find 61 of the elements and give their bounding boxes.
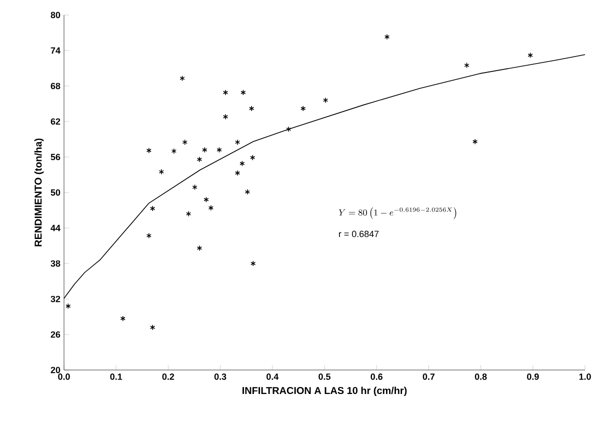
- point: [150, 206, 156, 212]
- point: [202, 147, 208, 153]
- point: [234, 139, 240, 146]
- x-tick-label: 0.8: [474, 374, 487, 380]
- point: [158, 168, 164, 175]
- point: [186, 210, 192, 217]
- x-tick-label: 0.7: [422, 374, 435, 380]
- y-axis-title: RENDIMIENTO (ton/ha): [34, 138, 44, 246]
- point: [249, 106, 254, 112]
- point: [244, 189, 250, 195]
- point: [146, 232, 152, 239]
- y-tick-label: 50: [50, 189, 60, 196]
- annotation: r = 0.6847: [339, 230, 379, 238]
- point: [472, 138, 478, 145]
- x-tick-label: 0.3: [214, 374, 226, 380]
- x-tick-label: 0.5: [318, 374, 330, 380]
- y-tick-label: 56: [50, 154, 60, 160]
- point: [204, 196, 209, 202]
- point: [240, 90, 246, 96]
- point: [250, 260, 256, 266]
- y-tick-label: 62: [50, 118, 60, 125]
- x-tick-label: 0.6: [370, 374, 383, 380]
- y-tick-label: 74: [50, 47, 60, 54]
- x-tick-label: 1.0: [579, 374, 591, 380]
- point: [180, 75, 185, 82]
- point: [66, 303, 71, 309]
- y-tick-label: 32: [50, 296, 60, 302]
- y-tick-label: 38: [50, 260, 60, 267]
- point: [150, 324, 156, 330]
- point: [322, 97, 328, 104]
- point: [196, 245, 202, 252]
- x-tick-label: 0.2: [162, 374, 174, 380]
- point: [208, 204, 214, 211]
- point: [222, 114, 228, 120]
- point: [528, 52, 533, 58]
- y-tick-label: 68: [50, 82, 60, 90]
- x-tick-label: 0.9: [527, 374, 539, 380]
- point: [286, 126, 292, 132]
- x-tick-label: 0.0: [58, 374, 70, 380]
- x-axis-title: INFILTRACION A LAS 10 hr (cm/hr): [242, 386, 407, 396]
- point: [464, 62, 470, 68]
- point: [192, 184, 198, 190]
- y-tick-label: 80: [50, 12, 60, 18]
- annotation: $Y = 80\left(1-e^{-0.6196-2.0256X}\right)$: [338, 207, 456, 220]
- point: [171, 148, 176, 154]
- point: [250, 154, 256, 160]
- y-tick-label: 20: [50, 366, 60, 374]
- x-tick-label: 0.1: [110, 374, 122, 380]
- y-tick-label: 44: [50, 224, 60, 232]
- point: [240, 160, 245, 166]
- point: [234, 170, 240, 176]
- point: [216, 147, 222, 153]
- point: [222, 90, 228, 96]
- point: [146, 148, 152, 154]
- y-tick-label: 26: [50, 331, 60, 338]
- x-tick-label: 0.4: [266, 374, 279, 380]
- point: [120, 316, 126, 322]
- point: [182, 139, 188, 146]
- point: [196, 156, 202, 162]
- point: [300, 106, 306, 112]
- point: [384, 34, 390, 40]
